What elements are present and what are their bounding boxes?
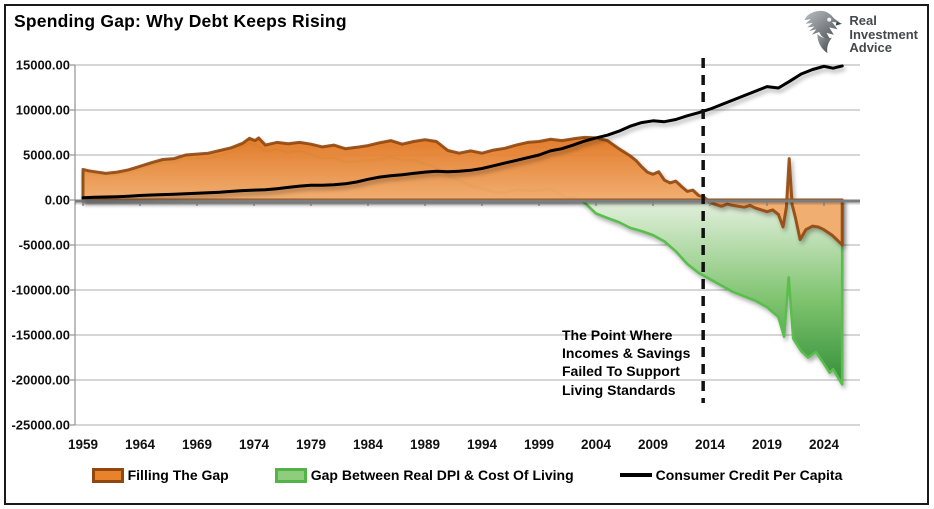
ria-logo-text: Real Investment Advice <box>849 14 918 55</box>
y-tick-label: -10000.00 <box>11 283 70 298</box>
x-tick-label: 2024 <box>809 437 840 452</box>
x-tick-label: 1989 <box>410 437 440 452</box>
legend-swatch-gap-between-real-dpi-cost-of-living <box>274 467 307 483</box>
line-consumer-credit-per-capita <box>81 64 844 200</box>
x-tick-label: 1984 <box>353 437 384 452</box>
chart-title: Spending Gap: Why Debt Keeps Rising <box>14 11 347 31</box>
legend-label-gap-between-real-dpi-cost-of-living: Gap Between Real DPI & Cost Of Living <box>310 467 574 483</box>
x-tick-label: 1969 <box>182 437 212 452</box>
y-tick-label: 5000.00 <box>23 148 70 163</box>
y-tick-label: -25000.00 <box>11 418 70 433</box>
legend-item-filling-the-gap: Filling The Gap <box>91 467 229 483</box>
legend-swatch-consumer-credit-per-capita <box>619 473 652 477</box>
y-tick-label: -15000.00 <box>11 328 70 343</box>
ria-eagle-logo-icon <box>799 9 843 60</box>
y-tick-label: 10000.00 <box>16 103 70 118</box>
annotation-text: The Point Where Incomes & Savings Failed… <box>562 327 691 398</box>
legend-item-gap-between-real-dpi-cost-of-living: Gap Between Real DPI & Cost Of Living <box>274 467 574 483</box>
ria-logo: Real Investment Advice <box>799 9 918 60</box>
ria-logo-line1: Real <box>849 13 877 29</box>
legend-label-filling-the-gap: Filling The Gap <box>127 467 229 483</box>
x-tick-label: 2009 <box>638 437 668 452</box>
chart-legend: Filling The Gap Gap Between Real DPI & Co… <box>0 467 934 483</box>
x-tick-label: 2004 <box>581 437 612 452</box>
y-tick-label: -20000.00 <box>11 373 70 388</box>
x-tick-label: 1959 <box>68 437 98 452</box>
x-tick-label: 1964 <box>125 437 156 452</box>
x-tick-label: 1979 <box>296 437 326 452</box>
x-tick-label: 1994 <box>467 437 498 452</box>
ria-logo-line2: Investment <box>849 26 918 42</box>
area-filling-the-gap <box>81 135 844 247</box>
y-tick-label: 0.00 <box>45 193 70 208</box>
x-tick-label: 2019 <box>752 437 782 452</box>
legend-item-consumer-credit-per-capita: Consumer Credit Per Capita <box>619 467 843 483</box>
x-tick-label: 1974 <box>239 437 270 452</box>
legend-swatch-filling-the-gap <box>91 467 124 483</box>
x-tick-label: 1999 <box>524 437 554 452</box>
y-tick-label: 15000.00 <box>16 58 70 73</box>
y-tick-label: -5000.00 <box>19 238 70 253</box>
legend-label-consumer-credit-per-capita: Consumer Credit Per Capita <box>655 467 843 483</box>
ria-logo-line3: Advice <box>849 40 892 56</box>
x-tick-label: 2014 <box>695 437 726 452</box>
